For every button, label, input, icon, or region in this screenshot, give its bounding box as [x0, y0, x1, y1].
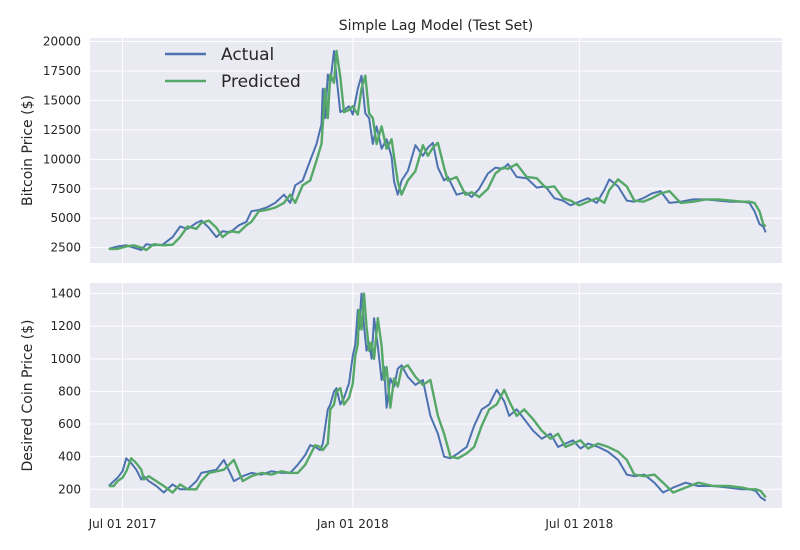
y-tick-label: 10000 [43, 152, 81, 166]
desired-coin-price-panel: 200 400 600 800 1000 1200 1400 Jul 01 2017 Jan 0… [20, 283, 782, 531]
legend: Actual Predicted [165, 45, 301, 92]
y-tick-label: 800 [58, 384, 81, 398]
y-axis-label: Bitcoin Price ($) [20, 95, 36, 206]
chart-title: Simple Lag Model (Test Set) [339, 18, 533, 34]
y-tick-label: 1200 [50, 319, 81, 333]
y-tick-label: 15000 [43, 93, 81, 107]
predicted-line [108, 292, 767, 499]
y-tick-label: 5000 [50, 211, 81, 225]
actual-line [108, 292, 767, 502]
bitcoin-price-panel: 2500 5000 7500 10000 12500 15000 17500 20000 Bit… [20, 35, 782, 263]
y-tick-label: 2500 [50, 241, 81, 255]
legend-label-actual: Actual [221, 45, 274, 65]
y-tick-label: 20000 [43, 35, 81, 49]
y-tick-label: 7500 [50, 182, 81, 196]
y-tick-label: 12500 [43, 123, 81, 137]
y-axis-label: Desired Coin Price ($) [20, 320, 36, 472]
y-tick-label: 200 [58, 482, 81, 496]
y-tick-label: 1000 [50, 352, 81, 366]
plot-area [90, 283, 782, 508]
y-tick-label: 17500 [43, 64, 81, 78]
y-tick-label: 600 [58, 417, 81, 431]
x-tick-label: Jan 01 2018 [316, 517, 389, 531]
legend-label-predicted: Predicted [221, 72, 301, 92]
predicted-line [108, 49, 767, 252]
x-tick-label: Jul 01 2017 [88, 517, 157, 531]
x-tick-label: Jul 01 2018 [544, 517, 613, 531]
y-tick-label: 1400 [50, 287, 81, 301]
y-tick-label: 400 [58, 450, 81, 464]
